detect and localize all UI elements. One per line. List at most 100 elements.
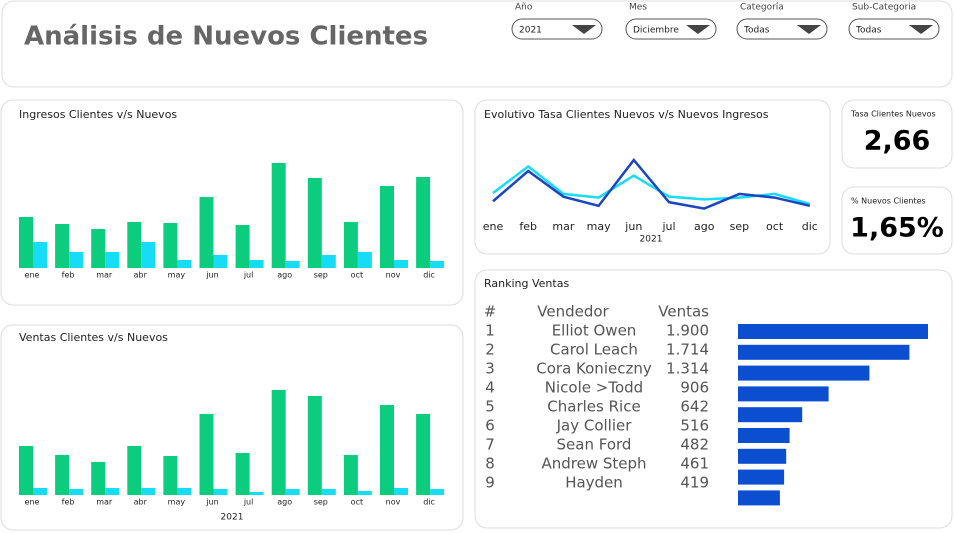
- x-tick-label: dic: [423, 271, 435, 280]
- filter-dropdown[interactable]: [736, 18, 828, 40]
- x-tick-label: abr: [134, 271, 148, 280]
- column-header: Vendedor: [537, 303, 609, 321]
- bar: [738, 344, 910, 360]
- filter-dropdown[interactable]: [511, 18, 603, 40]
- bar: [271, 163, 286, 268]
- rank: 4: [485, 379, 495, 397]
- bar: [199, 414, 214, 495]
- bar: [357, 491, 372, 495]
- kpi-label: % Nuevos Clientes: [851, 197, 926, 206]
- bar: [343, 222, 358, 268]
- panel: [474, 99, 831, 255]
- dropdown-arrow: [909, 25, 933, 34]
- bar: [321, 255, 336, 268]
- bar: [738, 448, 787, 464]
- dropdown-arrow: [797, 25, 821, 34]
- sales-value: 642: [680, 398, 709, 416]
- column-header: #: [484, 303, 497, 321]
- x-tick-label: may: [168, 498, 186, 507]
- bar: [33, 488, 47, 495]
- filter-label: Mes: [629, 3, 647, 13]
- bar: [127, 222, 142, 268]
- chart-title: Ingresos Clientes v/s Nuevos: [19, 108, 177, 121]
- x-tick-label: sep: [314, 498, 328, 507]
- filter-value: Diciembre: [633, 26, 679, 36]
- bar: [738, 469, 785, 485]
- bar: [213, 255, 228, 268]
- dropdown-arrow: [572, 25, 596, 34]
- sales-value: 419: [680, 474, 709, 492]
- seller-name: Sean Ford: [557, 436, 632, 454]
- x-tick-label: jul: [661, 220, 675, 233]
- seller-name: Carol Leach: [550, 341, 638, 359]
- bar: [416, 177, 431, 268]
- kpi-label: Tasa Clientes Nuevos: [850, 110, 936, 119]
- line-series: [492, 158, 811, 210]
- x-tick-label: oct: [351, 271, 363, 280]
- bar: [19, 217, 33, 268]
- filter-dropdown[interactable]: [848, 18, 940, 40]
- bar: [177, 488, 192, 495]
- bar: [235, 225, 250, 268]
- seller-name: Andrew Steph: [541, 455, 646, 473]
- chart-title: Ranking Ventas: [484, 277, 569, 290]
- bar: [285, 489, 300, 495]
- bar: [19, 446, 33, 495]
- filter-label: Sub-Categoria: [852, 3, 916, 13]
- x-tick-label: ene: [25, 498, 40, 507]
- bar: [69, 252, 84, 268]
- bar: [55, 455, 70, 495]
- sales-value: 1.714: [666, 341, 709, 359]
- filter-value: Todas: [743, 26, 770, 36]
- sales-value: 906: [680, 379, 709, 397]
- x-tick-label: mar: [552, 220, 574, 233]
- kpi-value: 1,65%: [850, 213, 944, 244]
- bar: [738, 365, 870, 381]
- bar: [416, 414, 431, 495]
- bar: [271, 390, 286, 495]
- bar: [91, 229, 106, 268]
- bar: [249, 492, 264, 495]
- sales-value: 1.900: [666, 322, 709, 340]
- seller-name: Jay Collier: [556, 417, 633, 435]
- x-tick-label: sep: [314, 271, 328, 280]
- x-tick-label: nov: [386, 498, 401, 507]
- filter-value: Todas: [855, 26, 882, 36]
- seller-name: Nicole >Todd: [545, 379, 643, 397]
- x-tick-label: jun: [205, 498, 218, 507]
- bar: [738, 386, 829, 402]
- x-tick-label: nov: [386, 271, 401, 280]
- sales-value: 482: [680, 436, 709, 454]
- column-header: Ventas: [658, 303, 709, 321]
- bar: [307, 396, 322, 495]
- bar: [380, 405, 394, 495]
- chart-title: Evolutivo Tasa Clientes Nuevos v/s Nuevo…: [484, 108, 769, 121]
- bar: [33, 242, 47, 268]
- x-tick-label: may: [587, 220, 611, 233]
- x-tick-label: ago: [694, 220, 715, 233]
- filter-dropdown[interactable]: [625, 18, 717, 40]
- filter-value: 2021: [519, 26, 542, 36]
- x-tick-label: feb: [62, 271, 75, 280]
- rank: 1: [485, 322, 495, 340]
- sales-value: 1.314: [666, 360, 709, 378]
- x-tick-label: oct: [766, 220, 784, 233]
- rank: 6: [485, 417, 495, 435]
- bar: [55, 224, 70, 268]
- bar: [105, 488, 120, 495]
- bar: [213, 489, 228, 495]
- kpi-card: [841, 186, 953, 255]
- x-tick-label: abr: [134, 498, 148, 507]
- chart-title: Ventas Clientes v/s Nuevos: [19, 331, 168, 344]
- rank: 8: [485, 455, 495, 473]
- x-axis-label: 2021: [221, 513, 244, 523]
- seller-name: Elliot Owen: [552, 322, 637, 340]
- rank: 7: [485, 436, 495, 454]
- bar: [105, 252, 120, 268]
- rank: 3: [485, 360, 495, 378]
- bar: [738, 428, 790, 443]
- x-tick-label: jun: [205, 271, 218, 280]
- bar: [199, 197, 214, 268]
- seller-name: Hayden: [565, 474, 623, 492]
